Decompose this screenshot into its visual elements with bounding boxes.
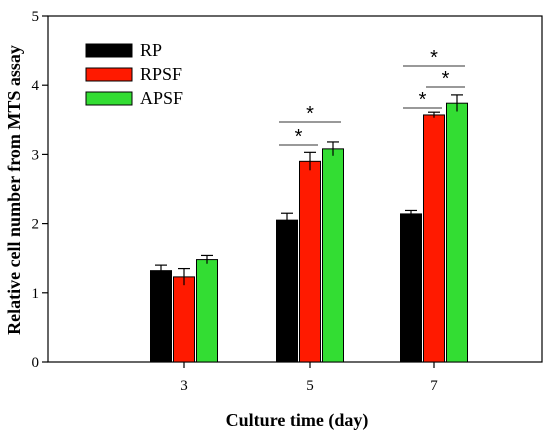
significance-annotations: ***** — [279, 47, 465, 148]
x-axis-title: Culture time (day) — [226, 410, 369, 431]
legend-swatch — [85, 91, 133, 106]
bar — [322, 148, 344, 363]
y-tick-label: 1 — [32, 286, 40, 302]
bar — [150, 270, 172, 363]
bar — [196, 259, 218, 363]
bar — [299, 160, 321, 363]
significance-star: * — [419, 89, 427, 111]
bar — [276, 219, 298, 363]
bar — [173, 276, 195, 363]
legend-entry: RP — [140, 40, 162, 60]
y-tick-label: 5 — [32, 9, 40, 25]
x-tick-label: 3 — [180, 378, 188, 394]
bar — [446, 102, 468, 363]
significance-star: * — [442, 68, 450, 90]
x-tick-label: 7 — [430, 378, 438, 394]
plot-area — [47, 15, 543, 363]
y-tick-label: 0 — [32, 355, 40, 371]
legend-entry: APSF — [140, 88, 183, 108]
y-tick-label: 3 — [32, 147, 40, 163]
significance-star: * — [430, 47, 438, 69]
significance-star: * — [306, 103, 314, 125]
legend-swatch — [85, 43, 133, 58]
y-tick-label: 4 — [32, 78, 40, 94]
x-axis: 3 5 7 — [180, 362, 438, 394]
legend: RP RPSF APSF — [85, 40, 183, 108]
bar — [400, 213, 422, 363]
legend-entry: RPSF — [140, 64, 182, 84]
legend-swatch — [85, 67, 133, 82]
y-axis-title: Relative cell number from MTS assay — [4, 45, 24, 335]
bar — [423, 114, 445, 363]
x-tick-label: 5 — [306, 378, 314, 394]
significance-star: * — [295, 126, 303, 148]
y-axis: 0 1 2 3 4 5 — [32, 9, 48, 371]
y-tick-label: 2 — [32, 217, 40, 233]
